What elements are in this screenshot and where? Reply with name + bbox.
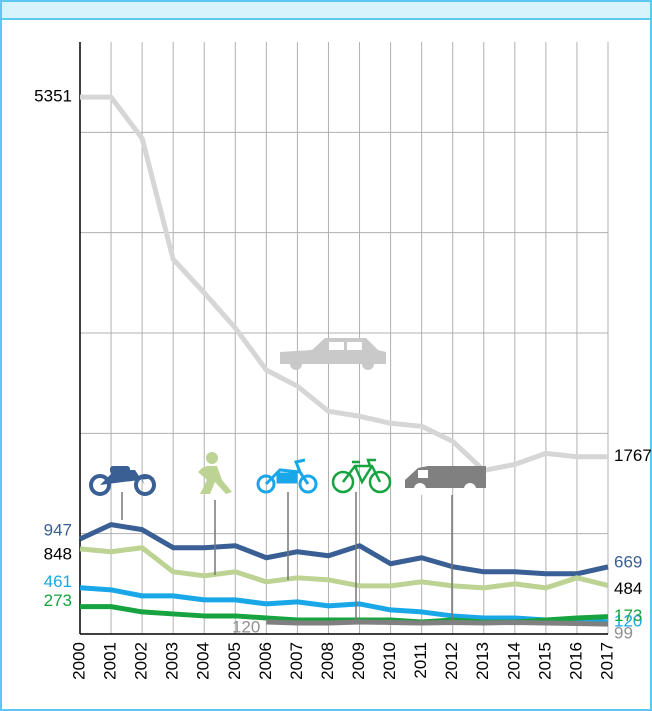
icons: [89, 338, 486, 620]
series-line: [78, 522, 609, 577]
car-icon: [280, 338, 386, 370]
x-tick-label: 2017: [597, 642, 616, 680]
value-label: 848: [44, 544, 72, 563]
value-label: 5351: [34, 87, 72, 106]
value-label: 173: [614, 606, 642, 625]
header-bar: [2, 2, 650, 20]
series-line: [79, 545, 609, 591]
value-label: 484: [614, 579, 642, 598]
x-tick-label: 2012: [442, 642, 461, 680]
value-label: 120: [232, 617, 260, 636]
x-tick-label: 2008: [318, 642, 337, 680]
pedestrian-icon: [198, 452, 232, 494]
x-tick-label: 2001: [101, 642, 120, 680]
x-tick-label: 2006: [256, 642, 275, 680]
value-label: 273: [44, 591, 72, 610]
x-tick-label: 2009: [349, 642, 368, 680]
value-label: 1767: [614, 446, 652, 465]
moped-icon: [256, 458, 318, 494]
x-tick-label: 2011: [411, 642, 430, 679]
series-line: [266, 619, 609, 627]
series-line: [79, 585, 609, 625]
x-tick-label: 2015: [535, 642, 554, 680]
x-tick-label: 2007: [287, 642, 306, 680]
x-tick-label: 2005: [225, 642, 244, 680]
series-line: [80, 94, 608, 473]
x-tick-label: 2000: [69, 642, 88, 680]
x-tick-label: 2003: [163, 642, 182, 680]
x-tick-label: 2013: [473, 642, 492, 680]
x-tick-label: 2010: [380, 642, 399, 680]
x-tick-label: 2004: [194, 642, 213, 680]
x-tick-label: 2014: [504, 642, 523, 680]
grid: [79, 42, 609, 635]
x-tick-label: 2002: [132, 642, 151, 680]
van-icon: [405, 466, 486, 495]
x-tick-label: 2016: [566, 642, 585, 680]
value-label: 947: [44, 520, 72, 539]
bicycle-icon: [331, 458, 392, 494]
value-label: 120: [614, 611, 642, 630]
value-label: 669: [614, 552, 642, 571]
motorcycle-icon: [89, 466, 156, 496]
value-label: 461: [44, 572, 72, 591]
value-label: 99: [614, 624, 633, 643]
series-line: [80, 604, 609, 625]
